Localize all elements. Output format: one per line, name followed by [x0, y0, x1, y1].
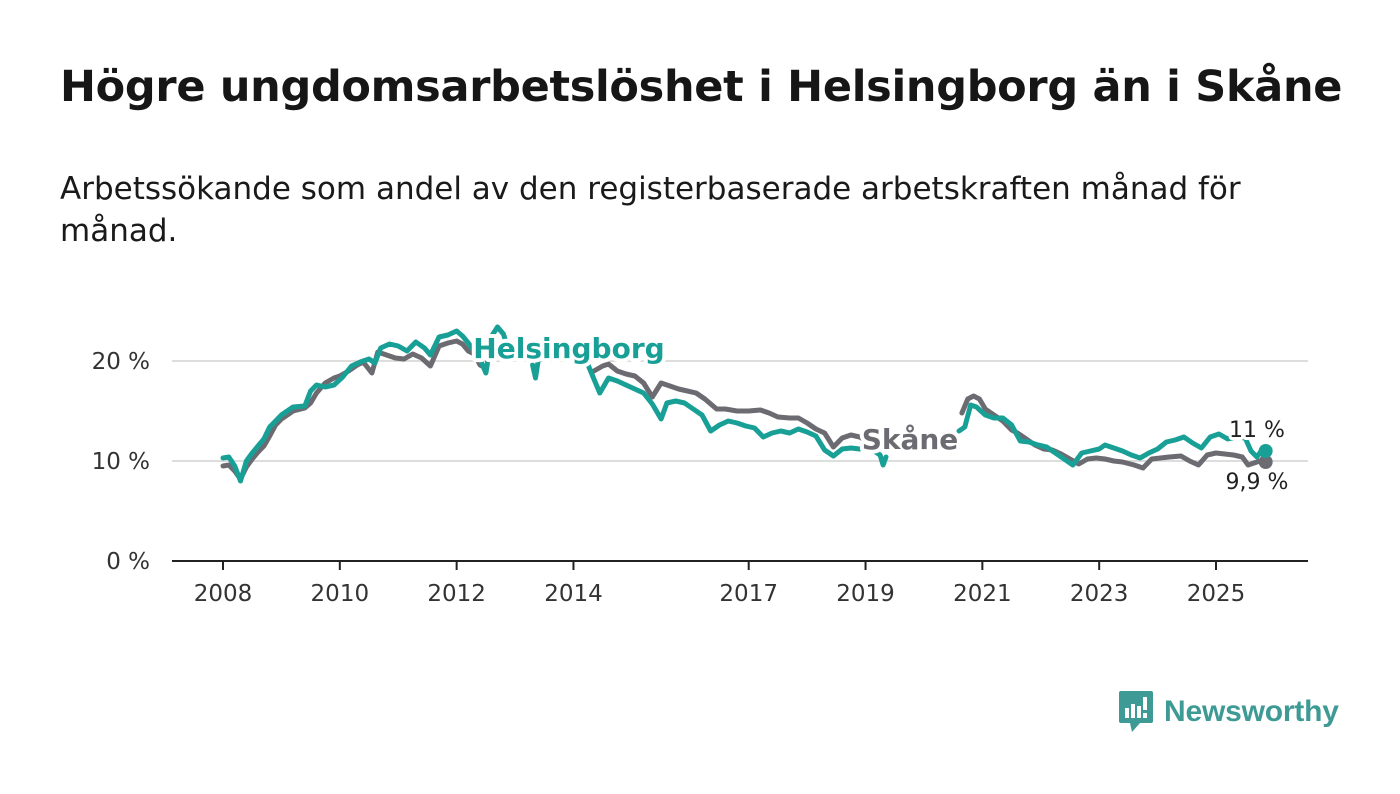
brand-name: Newsworthy: [1164, 695, 1339, 728]
x-tick-label: 2025: [1187, 581, 1246, 607]
x-tick-label: 2023: [1070, 581, 1129, 607]
y-tick-label: 10 %: [92, 449, 150, 475]
series-line-helsingborg: [585, 362, 889, 468]
series-label-helsingborg: Helsingborg: [473, 332, 664, 365]
x-tick-label: 2017: [719, 581, 778, 607]
end-value-label-helsingborg: 11 %: [1229, 418, 1285, 443]
series-line-helsingborg: [530, 356, 541, 381]
chart-subtitle: Arbetssökande som andel av den registerb…: [60, 171, 1241, 249]
newsworthy-logo-icon: [1119, 691, 1153, 732]
series-line-skne: [591, 361, 880, 450]
series-line-helsingborg: [220, 324, 509, 484]
x-tick-label: 2021: [953, 581, 1012, 607]
y-tick-label: 0 %: [106, 549, 150, 575]
x-tick-label: 2014: [544, 581, 603, 607]
x-tick-label: 2010: [311, 581, 370, 607]
series-end-point-helsingborg: [1258, 444, 1273, 458]
y-tick-label: 20 %: [92, 349, 150, 375]
x-tick-label: 2012: [427, 581, 486, 607]
end-value-label-skne: 9,9 %: [1226, 470, 1289, 495]
series-label-skne: Skåne: [862, 423, 959, 456]
series-line-helsingborg: [956, 402, 1269, 468]
chart-title: Högre ungdomsarbetslöshet i Helsingborg …: [60, 62, 1343, 112]
brand-logo: Newsworthy: [1118, 690, 1339, 734]
series-end-point-skne: [1258, 455, 1273, 469]
x-tick-label: 2019: [836, 581, 895, 607]
x-tick-label: 2008: [194, 581, 253, 607]
series-line-skne: [959, 393, 1269, 471]
